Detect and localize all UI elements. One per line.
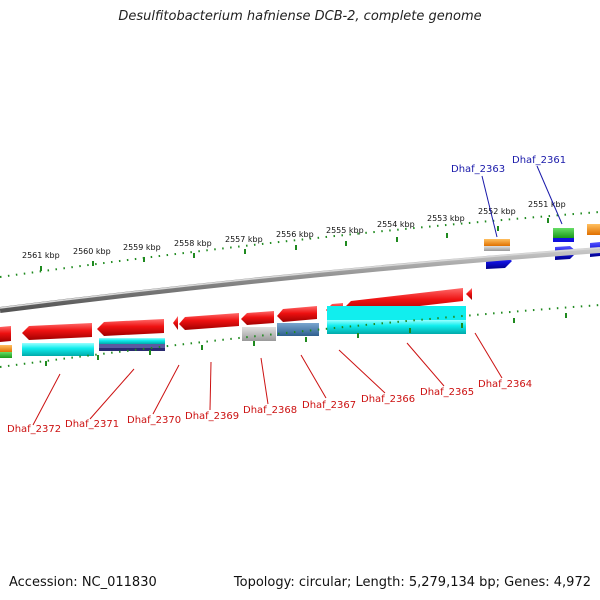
gene-dhaf-2361-track — [553, 228, 574, 238]
gene-label: Dhaf_2363 — [451, 164, 505, 175]
scale-label: 2551 kbp — [528, 200, 566, 209]
gene-label: Dhaf_2366 — [361, 394, 415, 405]
scale-label: 2552 kbp — [478, 207, 516, 216]
reverse-strand-genes — [0, 288, 472, 358]
scale-label: 2561 kbp — [22, 251, 60, 260]
map-title: Desulfitobacterium hafniense DCB-2, comp… — [118, 9, 482, 24]
genome-summary-text: Topology: circular; Length: 5,279,134 bp… — [233, 575, 591, 590]
gene-dhaf-2361-track-2 — [553, 238, 574, 242]
gene-label: Dhaf_2368 — [243, 405, 297, 416]
gene-dhaf-2363-track — [484, 239, 510, 246]
gene-dhaf-2366 — [277, 306, 317, 322]
gene-label: Dhaf_2372 — [7, 424, 61, 435]
forward-strand-genes — [484, 224, 600, 269]
gene-label: Dhaf_2364 — [478, 379, 532, 390]
gene-dhaf-2371 — [22, 323, 92, 340]
gene-dhaf-2370 — [97, 319, 164, 336]
gene-next-track — [587, 224, 600, 235]
scale-label: 2560 kbp — [73, 247, 111, 256]
outer-major-ticks — [40, 218, 549, 271]
gene-label: Dhaf_2370 — [127, 415, 181, 426]
gene-label: Dhaf_2365 — [420, 387, 474, 398]
scale-label: 2553 kbp — [427, 214, 465, 223]
gene-label: Dhaf_2371 — [65, 419, 119, 430]
gene-dhaf-2368 — [179, 313, 239, 330]
scale-labels: 2561 kbp 2560 kbp 2559 kbp 2558 kbp 2557… — [22, 200, 566, 260]
gene-dhaf-2369 — [173, 316, 178, 330]
gene-label: Dhaf_2361 — [512, 155, 566, 166]
scale-label: 2559 kbp — [123, 243, 161, 252]
scale-label: 2554 kbp — [377, 220, 415, 229]
top-label-leaders — [481, 165, 563, 238]
gene-label: Dhaf_2369 — [185, 411, 239, 422]
scale-label: 2557 kbp — [225, 235, 263, 244]
inner-major-ticks — [45, 313, 567, 366]
scale-label: 2555 kbp — [326, 226, 364, 235]
genome-backbone — [0, 247, 600, 313]
scale-label: 2558 kbp — [174, 239, 212, 248]
scale-label: 2556 kbp — [276, 230, 314, 239]
gene-dhaf-2363-track-2 — [484, 246, 510, 251]
gene-label: Dhaf_2367 — [302, 400, 356, 411]
accession-text: Accession: NC_011830 — [9, 575, 157, 590]
gene-dhaf-2367 — [241, 311, 274, 325]
bottom-labels: Dhaf_2372 Dhaf_2371 Dhaf_2370 Dhaf_2369 … — [7, 379, 532, 435]
gene-dhaf-2372 — [0, 326, 11, 342]
bottom-label-leaders — [32, 332, 503, 426]
top-labels: Dhaf_2363 Dhaf_2361 — [451, 155, 566, 175]
